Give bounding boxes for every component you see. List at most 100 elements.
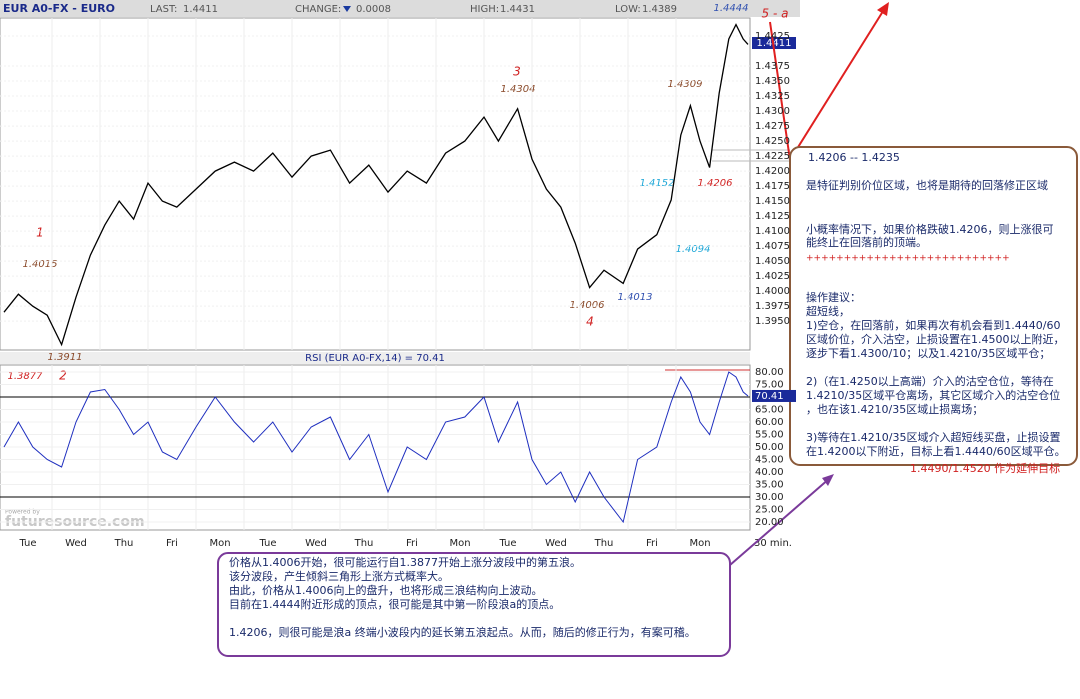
y-tick-label: 1.4225 (755, 151, 790, 162)
price-panel (0, 17, 751, 351)
note-line: 该分波段，产生倾斜三角形上涨方式概率大。 (229, 569, 449, 583)
x-tick-label: Wed (65, 538, 87, 549)
y-tick-label: 40.00 (755, 467, 784, 478)
y-tick-label: 1.4375 (755, 61, 790, 72)
wave-label: 5 - a (762, 7, 789, 21)
note-line: 目前在1.4444附近形成的顶点，很可能是其中第一阶段浪a的顶点。 (229, 597, 560, 611)
right-note-box (789, 146, 1078, 466)
note-line: 能终止在回落前的顶端。 (806, 235, 927, 249)
y-tick-label: 75.00 (755, 380, 784, 391)
wave-label: 3 (513, 65, 521, 79)
price-note: 1.4444 (714, 3, 749, 14)
note-line: 3)等待在1.4210/35区域介入超短线买盘，止损设置 (806, 430, 1060, 444)
wave-label: 2 (59, 369, 67, 383)
x-tick-label: Thu (594, 538, 614, 549)
price-note: 1.4013 (618, 292, 653, 303)
note-line: 超短线， (806, 304, 850, 318)
x-tick-label: Wed (545, 538, 567, 549)
note-line: 价格从1.4006开始，很可能运行自1.3877开始上涨分波段中的第五浪。 (229, 555, 581, 569)
note-line: 2)（在1.4250以上高端）介入的沽空仓位，等待在 (806, 374, 1054, 388)
note-line: 操作建议： (806, 290, 861, 304)
bottom-note-box (217, 552, 731, 657)
y-tick-label: 60.00 (755, 417, 784, 428)
rsi-line (3, 371, 749, 524)
x-tick-label: Fri (646, 538, 658, 549)
rsi-value-box (752, 389, 796, 402)
callout-line (729, 477, 831, 566)
note-line: 逐步下看1.4300/10；以及1.4210/35区域平仓； (806, 346, 1050, 360)
arrow-head (877, 2, 889, 16)
price-note: 1.4152 (640, 178, 675, 189)
change-label: CHANGE: (295, 4, 341, 15)
x-tick-label: Wed (305, 538, 327, 549)
x-tick-label: Tue (258, 538, 276, 549)
x-tick-label: Tue (498, 538, 516, 549)
y-tick-label: 30.00 (755, 492, 784, 503)
high-value: 1.4431 (500, 4, 535, 15)
note-line: 由此，价格从1.4006向上的盘升，也将形成三浪结构向上波动。 (229, 583, 543, 597)
y-tick-label: 65.00 (755, 405, 784, 416)
y-tick-label: 1.4175 (755, 181, 790, 192)
note-line: +++++++++++++++++++++++++++ (806, 254, 1010, 264)
note-target: 1.4490/1.4520 作为延伸目标 (910, 461, 1060, 475)
y-tick-label: 1.3950 (755, 316, 790, 327)
y-tick-label: 80.00 (755, 367, 784, 378)
y-tick-label: 50.00 (755, 442, 784, 453)
price-note: 1.4094 (676, 244, 711, 255)
high-label: HIGH: (470, 4, 499, 15)
x-tick-label: Mon (689, 538, 710, 549)
wave-label: 1 (36, 226, 44, 240)
y-tick-label: 1.4025 (755, 271, 790, 282)
y-tick-label: 1.4050 (755, 256, 790, 267)
symbol: EUR A0-FX - EURO (3, 2, 115, 15)
rsi-title: RSI (EUR A0-FX,14) = 70.41 (305, 353, 445, 364)
y-tick-label: 1.4275 (755, 121, 790, 132)
y-tick-label: 1.4425 (755, 31, 790, 42)
x-tick-label: Tue (18, 538, 36, 549)
note-line: 1.4206，则很可能是浪a 终端小波段内的延长第五浪起点。从而，随后的修正行为… (229, 625, 696, 639)
x-tick-label: Fri (406, 538, 418, 549)
y-tick-label: 25.00 (755, 505, 784, 516)
note-line: 小概率情况下，如果价格跌破1.4206，则上涨很可 (806, 222, 1054, 236)
x-tick-label: Mon (209, 538, 230, 549)
low-label: LOW: (615, 4, 641, 15)
y-tick-label: 20.00 (755, 517, 784, 528)
price-line (3, 23, 749, 347)
change-value: 0.0008 (356, 4, 391, 15)
y-tick-label: 55.00 (755, 430, 784, 441)
note-line: 1)空仓，在回落前，如果再次有机会看到1.4440/60 (806, 318, 1060, 332)
x-tick-label: Thu (354, 538, 374, 549)
y-tick-label: 1.4150 (755, 196, 790, 207)
note-line: 1.4210/35区域平仓离场，其它区域介入的沽空仓位 (806, 388, 1060, 402)
x-tick-label: Thu (114, 538, 134, 549)
header-bar (0, 0, 800, 17)
x-tick-label: Fri (166, 538, 178, 549)
last-label: LAST: (150, 4, 177, 15)
y-tick-label: 1.4000 (755, 286, 790, 297)
x-tick-label: Mon (449, 538, 470, 549)
y-tick-label: 1.3975 (755, 301, 790, 312)
interval: 30 min. (754, 538, 792, 549)
y-tick-label: 35.00 (755, 480, 784, 491)
note-line: 区域价位，介入沽空，止损设置在1.4500以上附近， (806, 332, 1065, 346)
y-tick-label: 1.4325 (755, 91, 790, 102)
y-tick-label: 1.4125 (755, 211, 790, 222)
rsi-value-label: 70.41 (755, 391, 784, 402)
callout-head (822, 474, 834, 486)
note-range: 1.4206 -- 1.4235 (808, 151, 900, 164)
powered-by: Powered by (5, 509, 40, 516)
last-value: 1.4411 (183, 4, 218, 15)
note-line: 是特征判别价位区域，也将是期待的回落修正区域 (806, 178, 1048, 192)
y-tick-label: 1.4300 (755, 106, 790, 117)
y-tick-label: 1.4250 (755, 136, 790, 147)
price-note: 1.3877 (8, 371, 44, 382)
y-tick-label: 1.4075 (755, 241, 790, 252)
price-note: 1.4206 (698, 178, 733, 189)
note-line: ，也在该1.4210/35区域止损离场； (806, 402, 983, 416)
y-tick-label: 1.4100 (755, 226, 790, 237)
price-note: 1.4304 (501, 84, 536, 95)
y-tick-label: 1.4200 (755, 166, 790, 177)
down-arrow (343, 6, 351, 12)
price-note: 1.4015 (23, 259, 58, 270)
